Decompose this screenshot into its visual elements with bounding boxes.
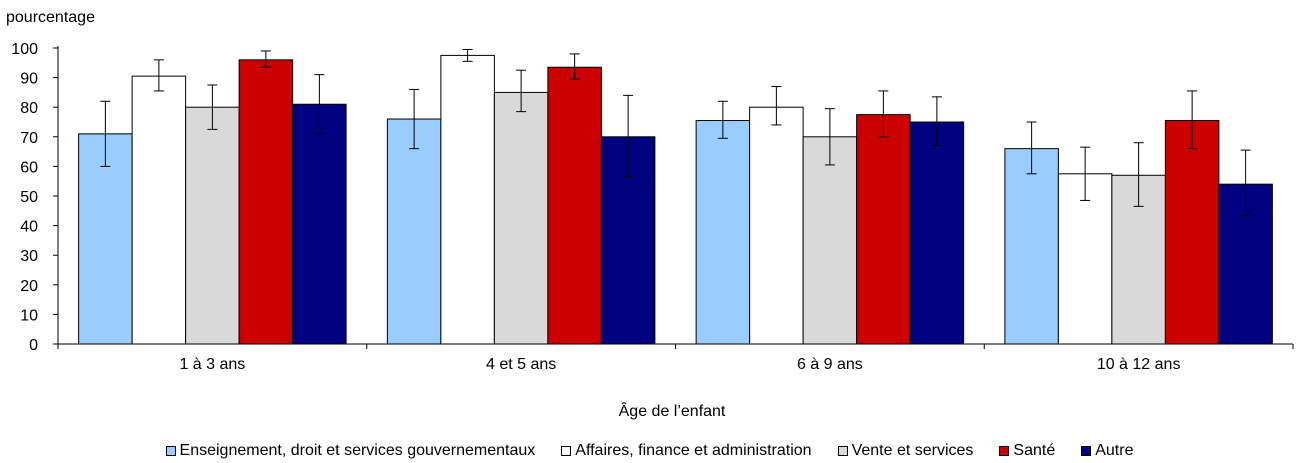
legend-label: Autre: [1095, 442, 1133, 460]
bar: [803, 137, 857, 344]
bars: [79, 55, 1273, 344]
bar: [548, 67, 602, 344]
legend-item: Vente et services: [838, 442, 974, 460]
bar: [910, 122, 964, 344]
y-axis-title: pourcentage: [6, 9, 95, 26]
y-tick-label: 100: [11, 41, 38, 58]
legend-label: Santé: [1013, 442, 1055, 460]
bar: [293, 104, 347, 344]
y-tick-label: 70: [20, 130, 38, 147]
legend-item: Autre: [1081, 442, 1133, 460]
bar: [186, 107, 240, 344]
y-tick-label: 50: [20, 189, 38, 206]
bar: [387, 119, 441, 344]
bar: [857, 115, 911, 344]
legend-item: Santé: [999, 442, 1055, 460]
x-axis: 1 à 3 ans 4 et 5 ans 6 à 9 ans 10 à 12 ans: [58, 344, 1293, 373]
legend-label: Affaires, finance et administration: [575, 442, 811, 460]
bar: [1005, 149, 1059, 344]
y-tick-label: 80: [20, 100, 38, 117]
x-tick-label: 10 à 12 ans: [1097, 356, 1181, 373]
legend: Enseignement, droit et services gouverne…: [0, 440, 1299, 462]
legend-item: Affaires, finance et administration: [561, 442, 811, 460]
bar: [750, 107, 804, 344]
legend-swatch: [561, 446, 571, 456]
x-tick-label: 6 à 9 ans: [797, 356, 863, 373]
y-tick-label: 90: [20, 71, 38, 88]
legend-label: Vente et services: [852, 442, 974, 460]
legend-swatch: [838, 446, 848, 456]
x-tick-label: 1 à 3 ans: [179, 356, 245, 373]
y-tick-label: 60: [20, 159, 38, 176]
bar: [1165, 121, 1219, 344]
y-tick-label: 20: [20, 278, 38, 295]
legend-item: Enseignement, droit et services gouverne…: [166, 442, 536, 460]
legend-swatch: [1081, 446, 1091, 456]
legend-swatch: [166, 446, 176, 456]
bar: [441, 55, 495, 344]
bar: [239, 60, 293, 344]
legend-label: Enseignement, droit et services gouverne…: [180, 442, 536, 460]
y-tick-label: 10: [20, 307, 38, 324]
x-axis-title: Âge de l’enfant: [619, 401, 726, 420]
x-tick-label: 4 et 5 ans: [486, 356, 556, 373]
y-axis: 0 10 20 30 40 50 60 70 80 90 100: [11, 41, 58, 354]
y-tick-label: 30: [20, 248, 38, 265]
legend-swatch: [999, 446, 1009, 456]
bar: [696, 121, 750, 344]
y-tick-label: 40: [20, 219, 38, 236]
bar-chart: pourcentage 0 10 20 30 40 50 60 70 80 90 100 1 à 3…: [0, 0, 1299, 440]
y-tick-label: 0: [29, 337, 38, 354]
bar: [132, 76, 186, 344]
bar: [494, 92, 548, 344]
